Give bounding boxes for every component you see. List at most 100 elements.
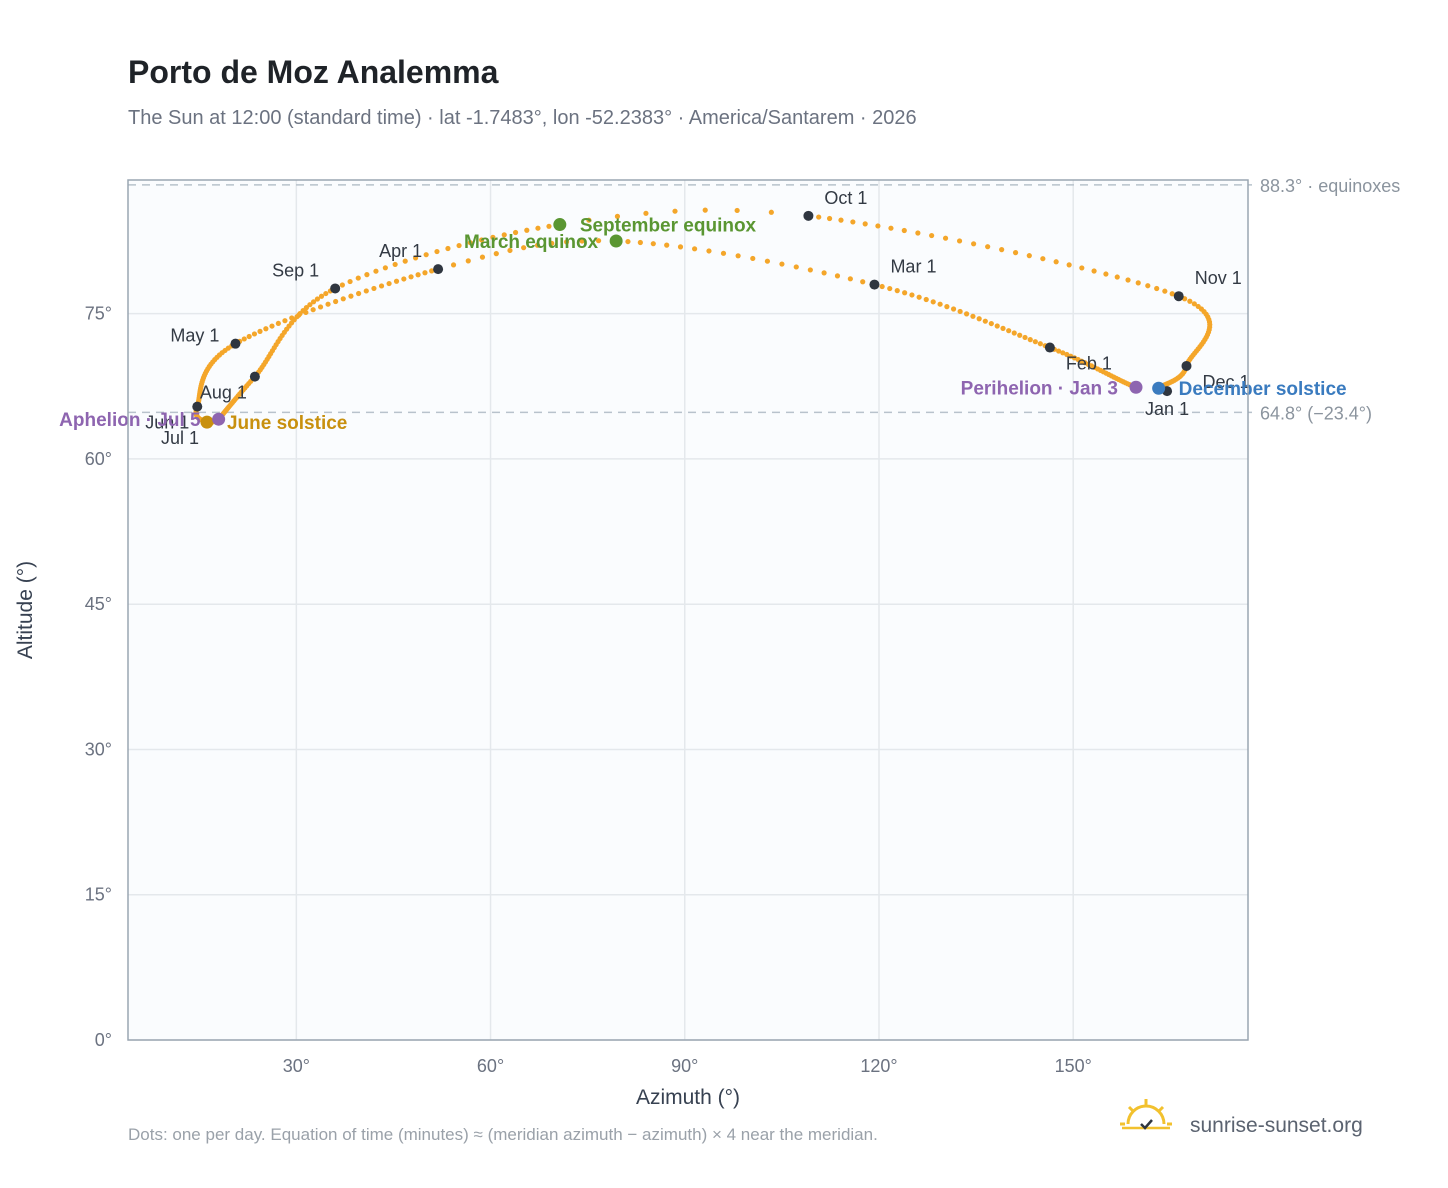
month-marker-dot [803, 210, 814, 221]
daily-sun-dot [850, 219, 856, 225]
daily-sun-dot [826, 215, 833, 222]
daily-sun-dot [1114, 274, 1120, 280]
daily-sun-dot [1162, 288, 1168, 294]
event-marker-label: Aphelion · Jul 5 [59, 410, 201, 431]
daily-sun-dot [579, 238, 585, 244]
daily-sun-dot [643, 210, 649, 216]
daily-sun-dot [838, 217, 844, 223]
daily-sun-dot [875, 223, 881, 229]
daily-sun-dot [807, 267, 813, 273]
daily-sun-dot [901, 227, 907, 234]
daily-sun-dot [467, 240, 473, 246]
month-marker-dot [869, 279, 880, 290]
daily-sun-dot [764, 258, 771, 264]
daily-sun-dot [415, 272, 421, 278]
x-tick-label: 120° [860, 1056, 897, 1076]
daily-sun-dot [257, 328, 263, 334]
daily-sun-dot [373, 268, 379, 274]
daily-sun-dot [879, 283, 885, 290]
daily-sun-dot [595, 238, 602, 244]
daily-sun-dot [450, 262, 457, 268]
plot-frame [127, 179, 1249, 1041]
y-tick-label: 75° [85, 304, 112, 324]
daily-sun-dot [1066, 262, 1072, 268]
daily-sun-dot [269, 323, 275, 329]
month-marker-label: Oct 1 [824, 188, 867, 208]
daily-sun-dot [364, 272, 370, 278]
daily-sun-dot [310, 299, 317, 305]
daily-sun-dot [677, 244, 684, 250]
daily-sun-dot [1068, 353, 1074, 359]
daily-sun-dot [479, 254, 486, 260]
daily-sun-dot [1191, 301, 1197, 307]
y-tick-label: 30° [85, 739, 112, 759]
event-marker-dot [200, 415, 214, 429]
daily-sun-dot [750, 255, 756, 262]
daily-sun-dot [423, 252, 429, 258]
event-marker-label: Perihelion · Jan 3 [961, 378, 1118, 399]
daily-sun-dot [300, 308, 306, 314]
daily-sun-dot [314, 296, 321, 302]
daily-sun-dot [356, 290, 362, 297]
daily-sun-dot [325, 301, 331, 307]
month-marker-label: Apr 1 [379, 241, 422, 261]
reference-lines [128, 184, 1252, 414]
daily-sun-dot [957, 308, 963, 315]
month-marker-dot [192, 401, 203, 412]
daily-sun-dot [847, 276, 853, 282]
daily-sun-dot [779, 261, 785, 267]
daily-sun-dot [347, 278, 353, 285]
daily-sun-dot [524, 227, 530, 233]
daily-sun-dot [1187, 298, 1193, 304]
month-marker-label: Dec 1 [1202, 372, 1249, 392]
daily-sun-dot [586, 217, 592, 223]
daily-sun-dot [429, 268, 435, 274]
month-marker-label: Jul 1 [161, 428, 199, 448]
daily-sun-dot [549, 240, 555, 246]
daily-sun-dot [501, 232, 507, 238]
month-marker-dot [1044, 342, 1055, 353]
daily-sun-dot [490, 234, 496, 240]
daily-sun-dot [950, 306, 957, 312]
daily-sun-dot [982, 318, 988, 324]
daily-sun-dot [1011, 330, 1017, 336]
event-marker-dot [212, 412, 226, 426]
daily-sun-dot [1125, 277, 1131, 283]
plot-background [128, 180, 1248, 1040]
daily-sun-dot [888, 225, 894, 231]
sun-logo-icon [1120, 1099, 1172, 1130]
daily-sun-dot [465, 258, 471, 264]
month-marker-label: Aug 1 [200, 383, 247, 403]
daily-sun-dot [720, 250, 727, 256]
x-axis-title: Azimuth (°) [636, 1086, 740, 1109]
x-tick-label: 150° [1055, 1056, 1092, 1076]
daily-sun-dot [614, 213, 621, 220]
daily-sun-dot [317, 304, 324, 310]
daily-sun-dot [816, 214, 822, 220]
daily-sun-dot [1145, 283, 1151, 289]
daily-sun-dot [339, 282, 345, 288]
daily-sun-dot [1053, 259, 1059, 265]
daily-sun-dot [434, 248, 440, 255]
daily-sun-dot [1064, 351, 1070, 358]
daily-sun-dot [1135, 280, 1141, 286]
daily-sun-dot [393, 278, 400, 284]
daily-sun-dot [834, 273, 841, 279]
daily-sun-dot [994, 323, 1000, 329]
chart-title: Porto de Moz Analemma [128, 54, 499, 90]
daily-sun-dot [401, 276, 407, 282]
daily-sun-dot [355, 275, 361, 281]
daily-sun-dot [692, 246, 698, 252]
daily-sun-dot [887, 285, 893, 292]
month-marker-label: Nov 1 [1195, 268, 1242, 288]
month-marker-label: May 1 [170, 326, 219, 346]
daily-sun-dot [930, 299, 936, 305]
daily-sun-dot [1037, 341, 1043, 347]
daily-sun-dot [793, 264, 799, 270]
daily-sun-dot [251, 331, 258, 337]
daily-sun-dot [999, 247, 1005, 253]
daily-sun-dot [937, 301, 943, 307]
